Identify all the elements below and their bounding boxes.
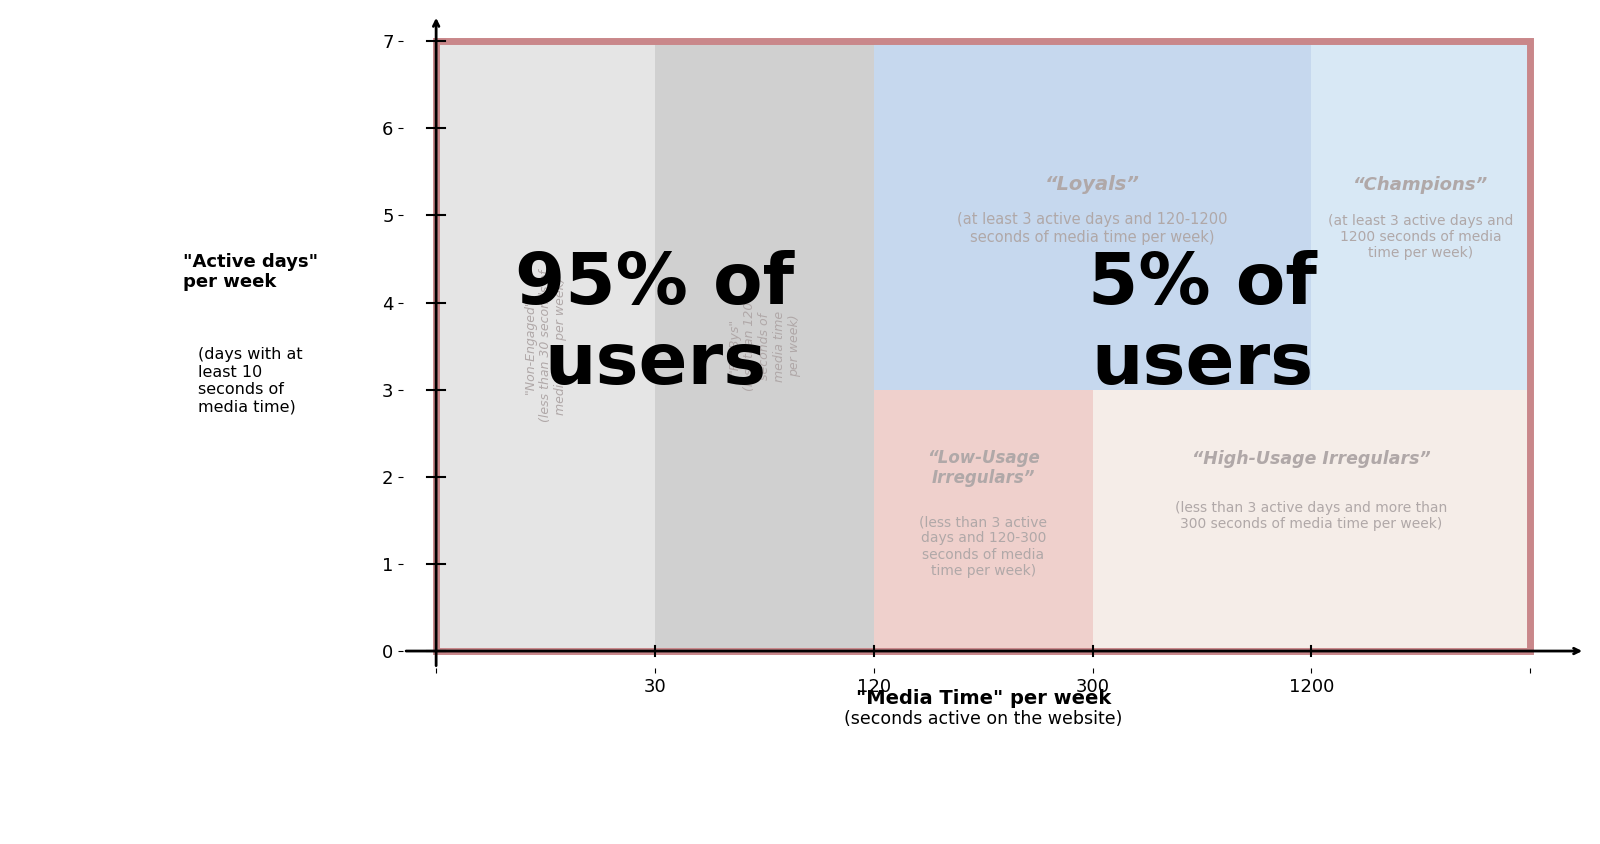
Text: “Loyals”: “Loyals” — [1045, 176, 1141, 194]
Bar — [1093, 390, 1530, 651]
Text: (at least 3 active days and
1200 seconds of media
time per week): (at least 3 active days and 1200 seconds… — [1328, 214, 1514, 261]
Text: 95% of
users: 95% of users — [515, 250, 795, 398]
Text: "Fly-Bys"
(less than 120
seconds of
media time
per week): "Fly-Bys" (less than 120 seconds of medi… — [728, 301, 802, 391]
Bar — [874, 390, 1093, 651]
Text: “High-Usage Irregulars”: “High-Usage Irregulars” — [1192, 451, 1430, 468]
Text: “Low-Usage
Irregulars”: “Low-Usage Irregulars” — [926, 449, 1040, 488]
Text: "Media Time" per week: "Media Time" per week — [856, 690, 1110, 708]
Text: “Champions”: “Champions” — [1354, 176, 1488, 194]
Text: (seconds active on the website): (seconds active on the website) — [845, 710, 1122, 728]
Text: (less than 3 active days and more than
300 seconds of media time per week): (less than 3 active days and more than 3… — [1176, 500, 1448, 531]
Text: (days with at
least 10
seconds of
media time): (days with at least 10 seconds of media … — [198, 348, 302, 414]
Text: "Non-Engaged"
(less than 30 seconds of
media time per week): "Non-Engaged" (less than 30 seconds of m… — [525, 270, 566, 422]
Bar — [1312, 41, 1530, 390]
Text: (less than 3 active
days and 120-300
seconds of media
time per week): (less than 3 active days and 120-300 sec… — [920, 515, 1048, 578]
Text: 5% of
users: 5% of users — [1088, 250, 1317, 398]
Bar — [874, 41, 1312, 390]
Text: (at least 3 active days and 120-1200
seconds of media time per week): (at least 3 active days and 120-1200 sec… — [957, 212, 1227, 245]
Bar — [437, 41, 654, 651]
Text: "Active days"
per week: "Active days" per week — [182, 252, 318, 291]
Bar — [654, 41, 874, 651]
